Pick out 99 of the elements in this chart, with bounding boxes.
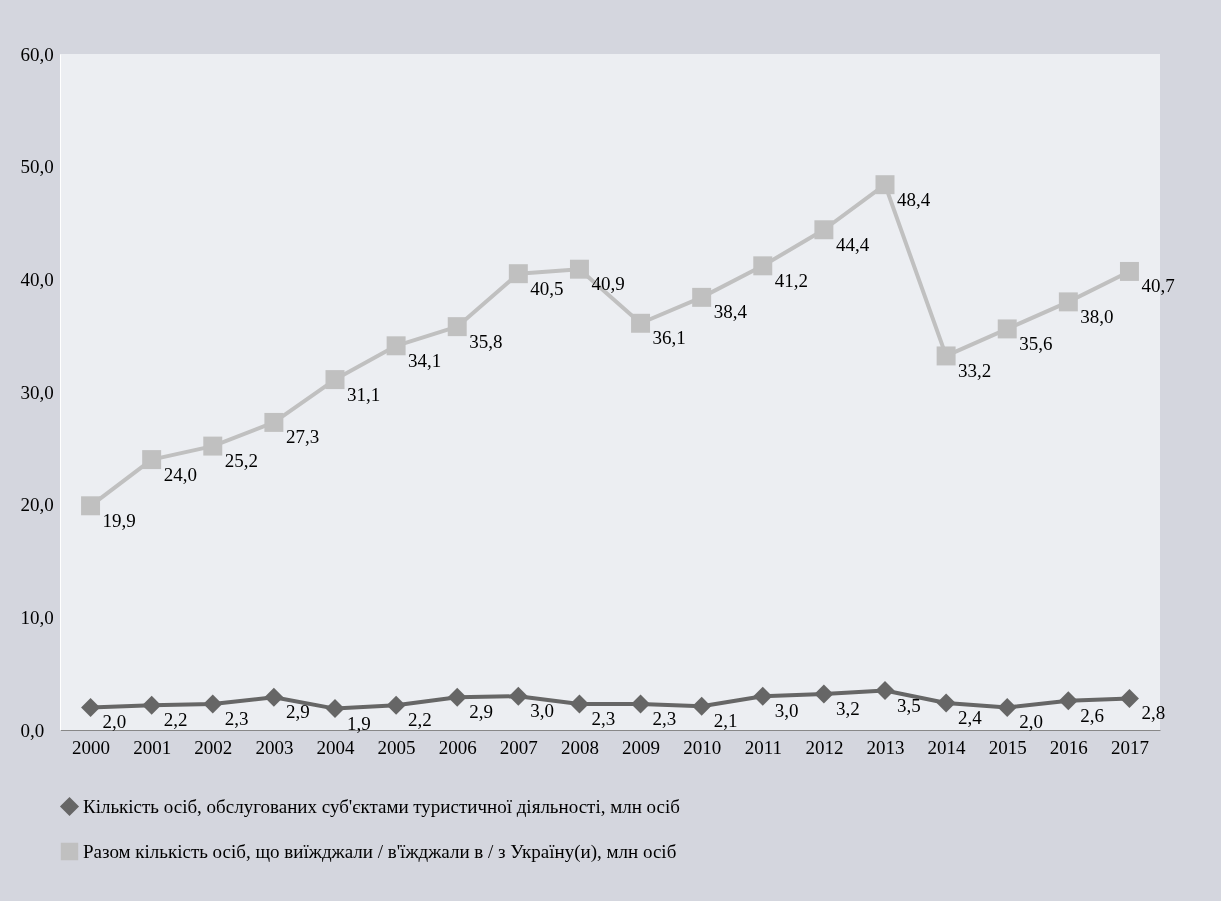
point xyxy=(569,259,589,279)
point xyxy=(203,694,223,714)
data-label: 27,3 xyxy=(285,426,320,448)
point xyxy=(875,681,895,701)
data-label: 2,2 xyxy=(163,709,188,731)
point xyxy=(936,346,956,366)
data-label: 35,6 xyxy=(1019,332,1053,354)
data-label: 35,8 xyxy=(469,330,503,352)
x-tick-label: 2014 xyxy=(927,736,967,758)
data-label: 38,4 xyxy=(713,301,748,323)
x-tick-label: 2003 xyxy=(255,736,294,758)
x-tick-label: 2015 xyxy=(988,736,1027,758)
point xyxy=(508,686,528,706)
point xyxy=(1119,261,1139,281)
point xyxy=(81,496,101,516)
y-tick-label: 30,0 xyxy=(20,381,54,403)
data-label: 1,9 xyxy=(347,712,371,734)
y-tick-label: 0,0 xyxy=(20,719,45,741)
data-label: 2,0 xyxy=(102,711,127,733)
legend-label: Разом кількість осіб, що виїжджали / в'їжджали в / з Україну(и), млн осіб xyxy=(83,840,677,863)
data-label: 2,9 xyxy=(285,701,310,723)
x-tick-label: 2001 xyxy=(133,736,172,758)
point xyxy=(753,686,773,706)
y-tick-label: 10,0 xyxy=(20,606,54,628)
x-tick-label: 2016 xyxy=(1049,736,1088,758)
x-tick-label: 2012 xyxy=(805,736,844,758)
point xyxy=(875,175,895,195)
data-label: 31,1 xyxy=(347,383,381,405)
x-tick-label: 2011 xyxy=(744,736,782,758)
data-label: 2,4 xyxy=(958,706,983,728)
x-tick-label: 2006 xyxy=(438,736,477,758)
data-label: 24,0 xyxy=(163,463,197,485)
point xyxy=(1058,691,1078,711)
x-tick-label: 2000 xyxy=(72,736,111,758)
point xyxy=(508,264,528,284)
point xyxy=(264,412,284,432)
data-label: 2,1 xyxy=(713,710,738,732)
data-label: 36,1 xyxy=(652,327,686,349)
x-tick-label: 2008 xyxy=(560,736,599,758)
point xyxy=(997,697,1017,717)
data-label: 2,8 xyxy=(1141,702,1166,724)
point xyxy=(325,370,345,390)
data-label: 40,5 xyxy=(530,277,564,299)
data-label: 41,2 xyxy=(774,269,809,291)
data-label: 40,7 xyxy=(1141,275,1175,297)
x-tick-label: 2005 xyxy=(377,736,416,758)
point xyxy=(997,319,1017,339)
point xyxy=(692,287,712,307)
point xyxy=(569,694,589,714)
data-label: 2,6 xyxy=(1080,704,1105,726)
point xyxy=(142,450,162,470)
point xyxy=(447,317,467,337)
data-label: 40,9 xyxy=(591,273,625,295)
data-label: 2,3 xyxy=(591,708,616,730)
legend-label: Кількість осіб, обслугованих суб'єктами туристичної діяльності, млн осіб xyxy=(83,795,680,817)
y-tick-label: 40,0 xyxy=(20,268,54,290)
x-tick-label: 2010 xyxy=(683,736,722,758)
data-label: 2,3 xyxy=(652,708,677,730)
x-tick-label: 2004 xyxy=(316,736,355,758)
point xyxy=(203,436,223,456)
data-label: 3,0 xyxy=(530,700,555,722)
point xyxy=(386,336,406,356)
data-label: 48,4 xyxy=(897,188,931,210)
point xyxy=(1119,688,1139,708)
data-label: 19,9 xyxy=(102,509,136,531)
point xyxy=(753,256,773,276)
y-tick-label: 50,0 xyxy=(20,156,54,178)
point xyxy=(814,220,834,240)
point xyxy=(936,693,956,713)
y-tick-label: 20,0 xyxy=(20,494,54,516)
data-label: 2,0 xyxy=(1019,711,1043,733)
point xyxy=(692,696,712,716)
point xyxy=(814,684,834,704)
data-label: 33,2 xyxy=(958,359,992,381)
point xyxy=(81,697,101,717)
point xyxy=(447,687,467,707)
y-tick-label: 60,0 xyxy=(20,43,54,65)
data-label: 2,2 xyxy=(408,709,432,731)
point xyxy=(386,695,406,715)
data-label: 3,0 xyxy=(774,700,799,722)
data-label: 38,0 xyxy=(1080,305,1114,327)
data-label: 2,9 xyxy=(469,701,493,723)
point xyxy=(142,695,162,715)
point xyxy=(1058,292,1078,312)
x-tick-label: 2009 xyxy=(622,736,661,758)
data-label: 2,3 xyxy=(224,708,249,730)
data-label: 3,5 xyxy=(897,694,921,716)
data-label: 25,2 xyxy=(224,450,259,472)
x-tick-label: 2013 xyxy=(866,736,905,758)
point xyxy=(631,313,651,333)
point xyxy=(631,694,651,714)
x-tick-label: 2007 xyxy=(499,736,538,758)
x-tick-label: 2017 xyxy=(1110,736,1149,758)
data-label: 3,2 xyxy=(835,697,860,719)
point xyxy=(264,687,284,707)
point xyxy=(325,699,345,719)
data-label: 34,1 xyxy=(408,349,442,371)
x-tick-label: 2002 xyxy=(194,736,233,758)
data-label: 44,4 xyxy=(835,233,870,255)
